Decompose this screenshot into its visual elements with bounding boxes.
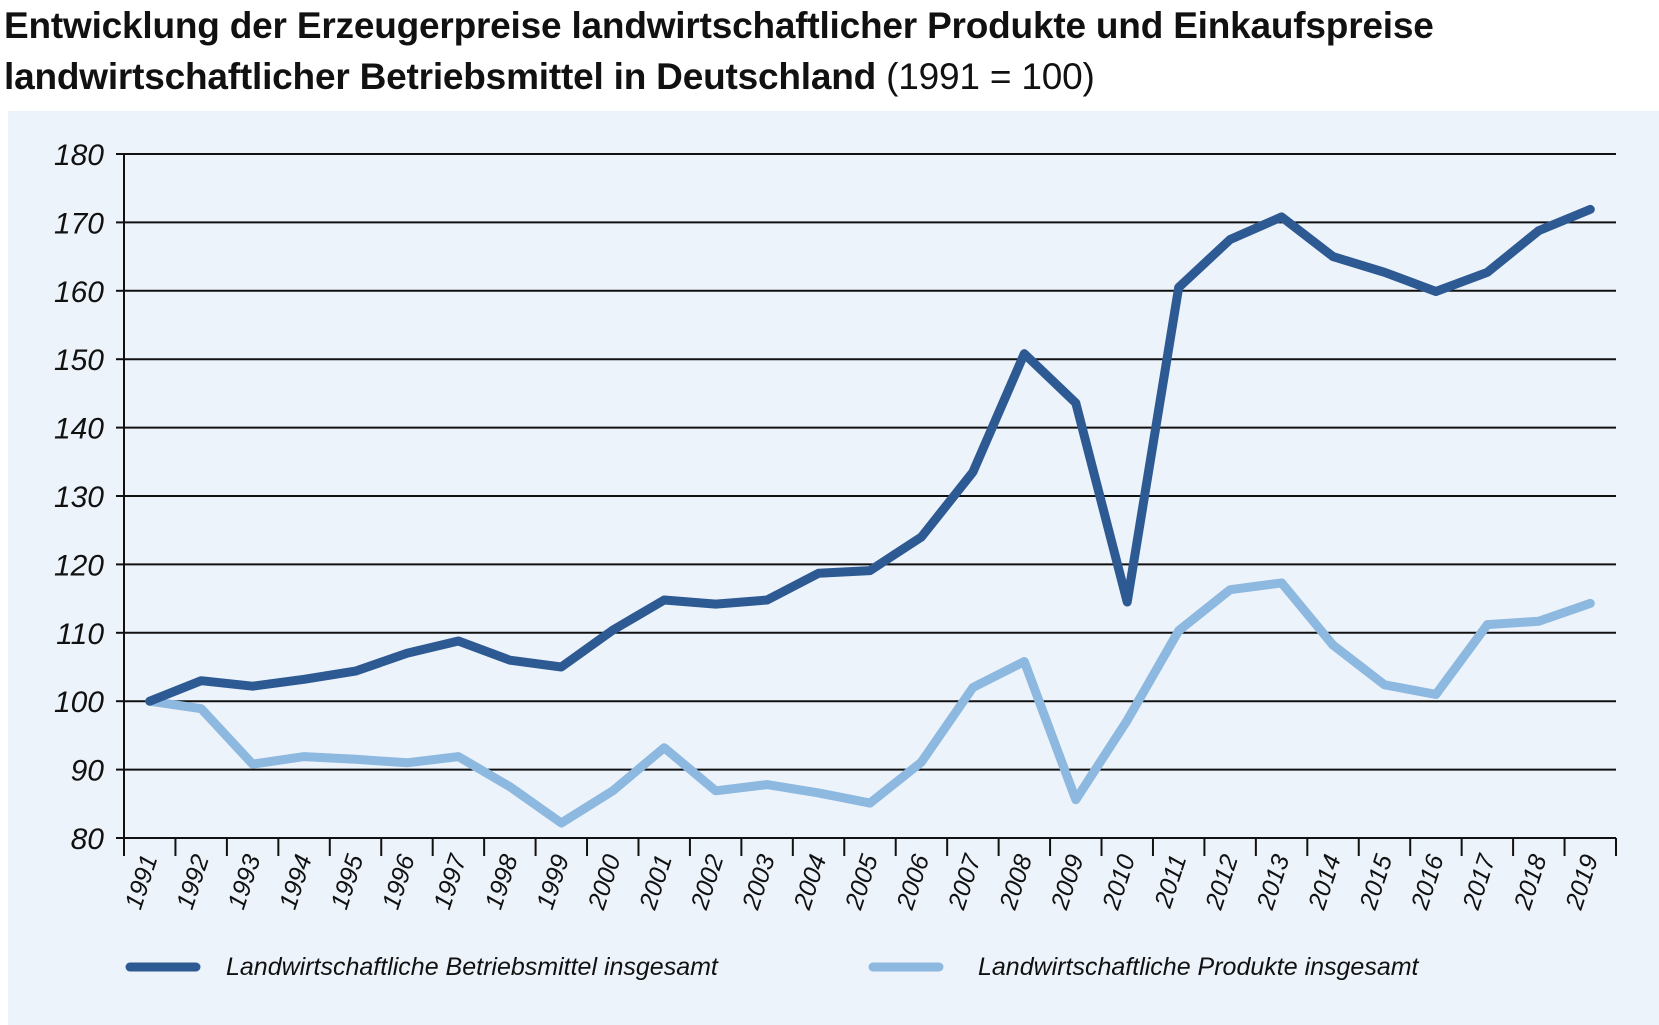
- y-tick-label: 90: [71, 755, 105, 788]
- x-tick-label: 1999: [531, 851, 575, 913]
- x-tick-label: 1993: [223, 851, 267, 913]
- x-tick-label: 2006: [891, 851, 935, 914]
- x-tick-label: 2001: [634, 851, 678, 914]
- title-line-2: landwirtschaftlicher Betriebsmittel in D…: [4, 51, 1654, 102]
- x-tick-label: 1995: [325, 851, 369, 913]
- chart-panel: [8, 111, 1659, 1025]
- x-tick-label: 2007: [942, 850, 986, 914]
- x-tick-label: 2003: [737, 851, 781, 914]
- x-tick-label: 2004: [788, 851, 832, 914]
- y-tick-label: 80: [71, 823, 105, 856]
- y-axis: 80 90 100 110 120 130 140 150 160 170 180: [54, 139, 125, 856]
- x-tick-label: 1996: [377, 851, 421, 913]
- x-tick-label: 2009: [1045, 851, 1089, 914]
- x-tick-label: 2008: [994, 851, 1038, 914]
- chart-title: Entwicklung der Erzeugerpreise landwirts…: [4, 0, 1654, 102]
- y-tick-label: 140: [54, 413, 104, 446]
- y-tick-label: 180: [54, 139, 104, 172]
- legend-label-2: Landwirtschaftliche Produkte insgesamt: [978, 953, 1420, 981]
- x-tick-label: 1992: [171, 851, 215, 913]
- x-tick-label: 1998: [480, 851, 524, 913]
- series-line-1: [145, 204, 1595, 706]
- x-axis: 1991 1992 1993 1994 1995 1996 1997 1998 1999 2000…: [120, 837, 1617, 914]
- title-line-2-text: landwirtschaftlicher Betriebsmittel in D…: [4, 56, 877, 97]
- x-tick-label: 2010: [1097, 851, 1141, 914]
- x-tick-label: 2005: [840, 851, 884, 914]
- title-suffix: (1991 = 100): [886, 56, 1095, 97]
- y-tick-label: 100: [54, 686, 104, 719]
- x-tick-label: 1997: [428, 850, 472, 913]
- series-line-2: [145, 578, 1595, 828]
- x-tick-label: 2011: [1149, 851, 1193, 912]
- x-tick-label: 2012: [1200, 851, 1244, 914]
- y-tick-label: 110: [56, 618, 104, 651]
- x-tick-label: 1994: [274, 851, 318, 913]
- x-tick-label: 2014: [1303, 851, 1347, 914]
- x-tick-label: 2017: [1457, 850, 1501, 914]
- y-tick-label: 120: [54, 549, 104, 582]
- x-tick-label: 2015: [1354, 851, 1398, 914]
- gridlines: [124, 153, 1616, 771]
- series-lines: [145, 204, 1595, 828]
- x-tick-label: 2000: [582, 851, 626, 914]
- y-tick-label: 170: [54, 207, 104, 240]
- x-tick-label: 2019: [1560, 851, 1604, 914]
- legend: Landwirtschaftliche Betriebsmittel insge…: [125, 953, 1420, 981]
- x-tick-label: 1991: [120, 851, 164, 913]
- legend-label-1: Landwirtschaftliche Betriebsmittel insge…: [226, 953, 719, 981]
- title-line-1: Entwicklung der Erzeugerpreise landwirts…: [4, 5, 1434, 46]
- x-tick-label: 2018: [1508, 851, 1552, 914]
- y-tick-label: 130: [54, 481, 104, 514]
- y-tick-label: 150: [54, 344, 104, 377]
- x-tick-label: 2016: [1406, 851, 1450, 914]
- x-tick-label: 2013: [1251, 851, 1295, 914]
- y-tick-label: 160: [54, 276, 104, 309]
- x-tick-label: 2002: [685, 851, 729, 914]
